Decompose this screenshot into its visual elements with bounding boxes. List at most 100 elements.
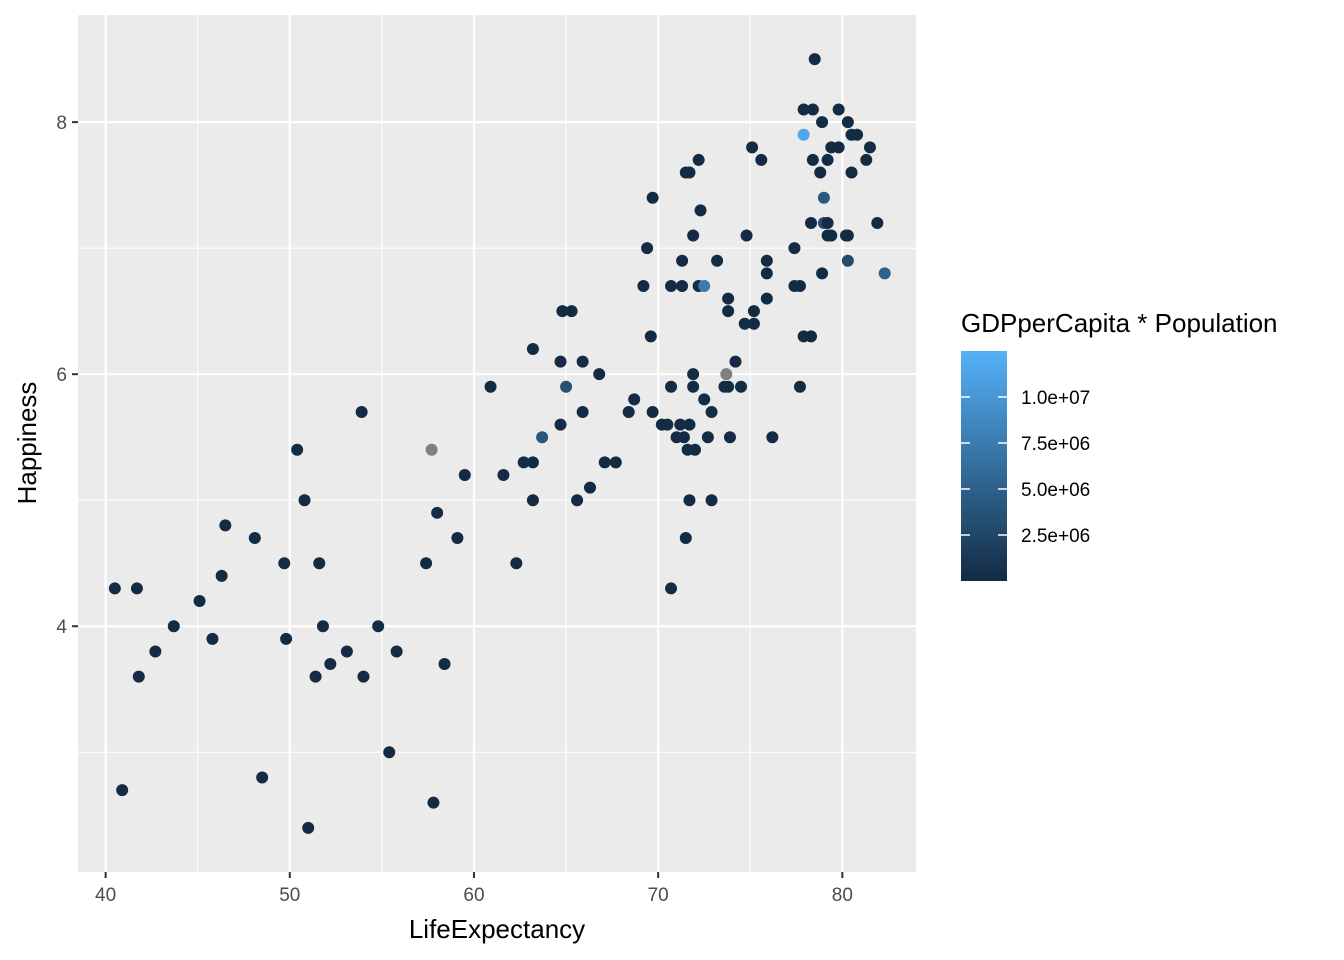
data-point xyxy=(841,116,854,129)
data-point xyxy=(797,103,810,116)
x-tick-label: 60 xyxy=(463,885,484,906)
data-point xyxy=(788,242,801,255)
data-point xyxy=(438,658,451,671)
legend-title: GDPperCapita * Population xyxy=(961,308,1278,338)
data-point xyxy=(116,784,129,797)
y-axis-title: Happiness xyxy=(12,382,42,505)
data-point xyxy=(688,443,701,456)
data-point xyxy=(665,582,678,595)
data-point xyxy=(576,405,589,418)
data-point xyxy=(698,393,711,406)
data-point xyxy=(644,330,657,343)
data-point xyxy=(679,532,692,545)
data-point xyxy=(705,494,718,507)
data-point xyxy=(720,368,733,381)
data-point xyxy=(687,368,700,381)
data-point xyxy=(383,746,396,759)
panel-background xyxy=(78,15,916,872)
legend-ticks: 2.5e+06 5.0e+06 7.5e+06 1.0e+07 xyxy=(961,388,1090,547)
x-tick-label: 80 xyxy=(832,885,853,906)
data-point xyxy=(674,418,687,431)
x-tick-label: 50 xyxy=(279,885,300,906)
data-point xyxy=(760,292,773,305)
data-point xyxy=(793,380,806,393)
data-point xyxy=(108,582,121,595)
data-point xyxy=(637,279,650,292)
data-point xyxy=(425,443,438,456)
data-point xyxy=(687,229,700,242)
data-point xyxy=(722,305,735,318)
data-point xyxy=(841,229,854,242)
data-point xyxy=(878,267,891,280)
data-point xyxy=(167,620,180,633)
data-point xyxy=(431,506,444,519)
data-point xyxy=(746,141,759,154)
data-point xyxy=(622,405,635,418)
data-point xyxy=(420,557,433,570)
data-point xyxy=(805,330,818,343)
data-point xyxy=(451,532,464,545)
data-point xyxy=(676,254,689,267)
data-point xyxy=(860,153,873,166)
data-point xyxy=(805,216,818,229)
data-point xyxy=(676,279,689,292)
data-point xyxy=(816,116,829,129)
data-point xyxy=(560,380,573,393)
grid-minor xyxy=(78,15,916,872)
data-point xyxy=(760,254,773,267)
data-point xyxy=(740,229,753,242)
data-point xyxy=(280,632,293,645)
data-point xyxy=(722,292,735,305)
data-point xyxy=(355,405,368,418)
data-point xyxy=(723,431,736,444)
data-point xyxy=(517,456,530,469)
data-point xyxy=(692,153,705,166)
data-point xyxy=(683,418,696,431)
data-point xyxy=(554,418,567,431)
data-point xyxy=(677,431,690,444)
data-point xyxy=(711,254,724,267)
y-axis: 4 6 8 xyxy=(56,113,78,638)
data-point xyxy=(526,494,539,507)
x-axis: 40 50 60 70 80 xyxy=(95,872,853,906)
data-point xyxy=(256,771,269,784)
data-point xyxy=(817,191,830,204)
data-point xyxy=(372,620,385,633)
data-point xyxy=(851,128,864,141)
data-point xyxy=(526,456,539,469)
legend-tick-label: 1.0e+07 xyxy=(1021,388,1090,409)
data-point xyxy=(806,153,819,166)
data-point xyxy=(665,380,678,393)
data-point xyxy=(536,431,549,444)
data-point xyxy=(816,267,829,280)
data-point xyxy=(760,267,773,280)
data-point xyxy=(694,204,707,217)
data-point xyxy=(215,569,228,582)
legend-tick-label: 2.5e+06 xyxy=(1021,526,1090,547)
data-point xyxy=(309,670,322,683)
y-tick-label: 6 xyxy=(56,365,67,386)
data-point xyxy=(832,141,845,154)
data-point xyxy=(427,796,440,809)
data-point xyxy=(206,632,219,645)
data-point xyxy=(646,191,659,204)
data-point xyxy=(683,166,696,179)
data-point xyxy=(863,141,876,154)
data-point xyxy=(646,405,659,418)
data-point xyxy=(291,443,304,456)
data-point xyxy=(609,456,622,469)
data-point xyxy=(565,305,578,318)
data-point xyxy=(793,279,806,292)
legend-tick-label: 5.0e+06 xyxy=(1021,480,1090,501)
data-point xyxy=(357,670,370,683)
data-point xyxy=(248,532,261,545)
legend-tick-label: 7.5e+06 xyxy=(1021,434,1090,455)
data-point xyxy=(701,431,714,444)
x-axis-title: LifeExpectancy xyxy=(409,914,585,944)
data-point xyxy=(825,229,838,242)
legend-colorbar xyxy=(961,351,1007,581)
data-point xyxy=(278,557,291,570)
data-point xyxy=(324,658,337,671)
data-point xyxy=(484,380,497,393)
data-point xyxy=(316,620,329,633)
